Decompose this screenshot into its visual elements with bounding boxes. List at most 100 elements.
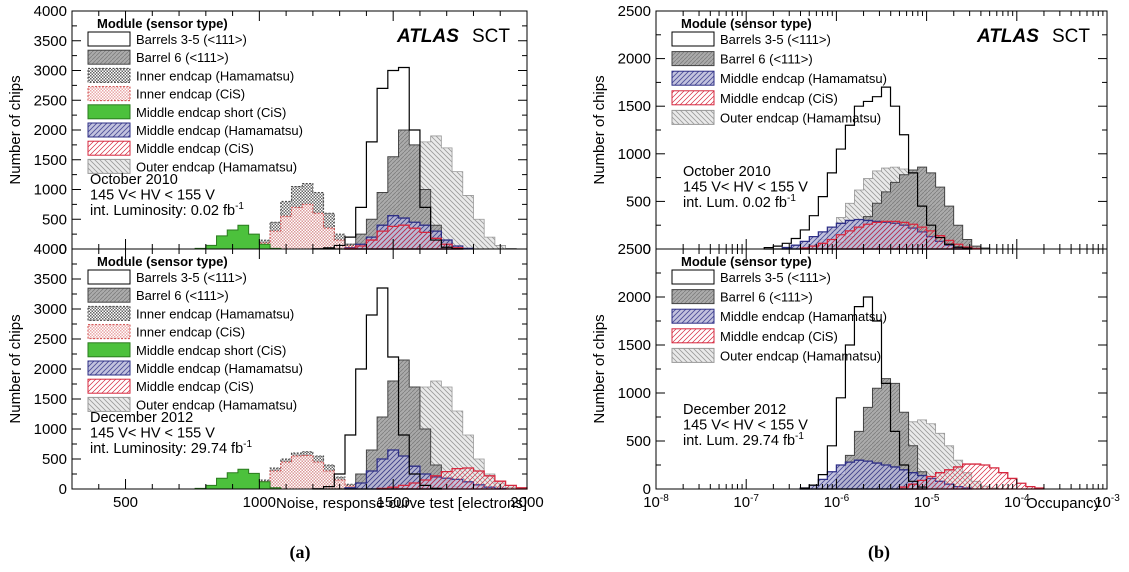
legend-entry: Middle endcap (CiS)	[136, 141, 254, 156]
sct-label: SCT	[1052, 26, 1090, 47]
legend-header: Module (sensor type)	[681, 16, 812, 31]
y-axis: 0 500 1000 1500 2000 2500 Number of chips	[591, 3, 1107, 258]
y-tick-label: 3000	[34, 63, 67, 80]
plot-area	[799, 296, 1045, 490]
legend-entry: Inner endcap (CiS)	[136, 325, 245, 340]
legend-swatch-middle_hamamatsu	[87, 122, 131, 138]
x-axis-label: Occupancy	[1026, 495, 1102, 512]
legend-swatch-middle_short_cis	[87, 104, 131, 120]
y-tick-label: 4000	[34, 3, 67, 20]
legend-swatch-middle_cis	[87, 140, 131, 156]
x-axis-label: Noise, response curve test [electrons]	[276, 495, 527, 512]
luminosity-label: int. Lum. 0.02 fb-1	[683, 193, 796, 211]
legend-swatch-middle_cis	[671, 90, 715, 106]
y-tick-label: 2500	[34, 92, 67, 109]
legend-swatch-outer_hamamatsu	[87, 158, 131, 174]
legend-entry: Inner endcap (Hamamatsu)	[136, 68, 294, 83]
sct-label: SCT	[472, 26, 510, 47]
plot-area	[194, 287, 528, 490]
y-tick-label: 1500	[618, 98, 651, 115]
plot-area	[194, 66, 517, 250]
y-tick-label: 0	[59, 241, 67, 258]
x-tick-label: 10-3	[1094, 493, 1120, 511]
x-axis	[655, 11, 1104, 249]
legend-swatch-barrel6	[87, 287, 131, 303]
x-tick-label: 500	[113, 494, 138, 511]
series-middle_cis	[376, 467, 528, 490]
info-line: October 2010	[90, 172, 178, 188]
y-tick-label: 1000	[34, 421, 67, 438]
legend-entry: Barrel 6 (<111>)	[720, 290, 813, 305]
legend-entry: Barrel 6 (<111>)	[720, 52, 813, 67]
info-line: 145 V< HV < 155 V	[683, 180, 808, 196]
legend-entry: Barrels 3-5 (<111>)	[720, 32, 831, 47]
info-line: 145 V< HV < 155 V	[683, 418, 808, 434]
legend-entry: Barrel 6 (<111>)	[136, 288, 229, 303]
legend: Module (sensor type)Barrels 3-5 (<111>) B…	[671, 254, 887, 363]
legend-swatch-outer_hamamatsu	[87, 396, 131, 412]
series-barrels35	[312, 66, 464, 250]
legend-entry: Middle endcap (CiS)	[136, 379, 254, 394]
legend-entry: Middle endcap (Hamamatsu)	[720, 309, 887, 324]
panel-a-bottom: 0 500 1000 1500 2000 2500 3000 3500 4000 Number o…	[7, 241, 544, 512]
legend-entry: Middle endcap short (CiS)	[136, 343, 286, 358]
y-tick-label: 2500	[618, 241, 651, 258]
series-barrels35	[799, 296, 928, 490]
legend-header: Module (sensor type)	[97, 254, 228, 269]
luminosity-label: int. Lum. 29.74 fb-1	[683, 431, 804, 449]
y-tick-label: 1000	[618, 146, 651, 163]
legend-entry: Outer endcap (Hamamatsu)	[136, 397, 297, 412]
legend-header: Module (sensor type)	[97, 16, 228, 31]
legend-swatch-middle_hamamatsu	[671, 70, 715, 86]
x-tick-label: 10-6	[824, 493, 850, 511]
legend-swatch-inner_cis	[87, 86, 131, 102]
legend-entry: Middle endcap (Hamamatsu)	[136, 361, 303, 376]
y-tick-label: 3500	[34, 33, 67, 50]
legend-entry: Middle endcap (Hamamatsu)	[136, 123, 303, 138]
y-tick-label: 2000	[34, 361, 67, 378]
info-line: December 2012	[683, 402, 786, 418]
atlas-label: ATLAS	[976, 26, 1039, 47]
legend-swatch-middle_cis	[671, 328, 715, 344]
y-tick-label: 3000	[34, 301, 67, 318]
legend-entry: Middle endcap (CiS)	[720, 91, 838, 106]
plot-area	[763, 86, 991, 250]
legend-header: Module (sensor type)	[681, 254, 812, 269]
x-axis	[98, 11, 501, 249]
legend-entry: Outer endcap (Hamamatsu)	[720, 110, 881, 125]
info-line: December 2012	[90, 410, 193, 426]
legend-entry: Barrels 3-5 (<111>)	[136, 32, 247, 47]
atlas-label: ATLAS	[396, 26, 459, 47]
legend: Module (sensor type)Barrels 3-5 (<111>) B…	[671, 16, 887, 125]
y-tick-label: 500	[626, 433, 651, 450]
y-tick-label: 0	[59, 481, 67, 498]
legend-swatch-barrel6	[87, 49, 131, 65]
info-line: 145 V< HV < 155 V	[90, 426, 215, 442]
luminosity-label: int. Luminosity: 0.02 fb-1	[90, 201, 244, 219]
legend-swatch-inner_cis	[87, 324, 131, 340]
legend-swatch-outer_hamamatsu	[671, 109, 715, 125]
y-tick-label: 500	[626, 193, 651, 210]
y-tick-label: 1500	[34, 391, 67, 408]
panel-a-top: 0 500 1000 1500 2000 2500 3000 3500 4000 Number o…	[7, 3, 528, 258]
y-tick-label: 3500	[34, 271, 67, 288]
legend-swatch-outer_hamamatsu	[671, 347, 715, 363]
info-line: 145 V< HV < 155 V	[90, 188, 215, 204]
y-axis-label: Number of chips	[591, 75, 608, 184]
legend-entry: Middle endcap short (CiS)	[136, 105, 286, 120]
y-tick-label: 500	[42, 211, 67, 228]
x-tick-label: 1000	[243, 494, 276, 511]
legend-swatch-barrels35	[87, 269, 131, 285]
legend-entry: Inner endcap (CiS)	[136, 87, 245, 102]
y-axis-label: Number of chips	[7, 314, 24, 423]
x-tick-label: 2000	[510, 494, 543, 511]
y-axis: 0 500 1000 1500 2000 2500 3000 3500 4000 Number o…	[7, 241, 527, 498]
y-tick-label: 0	[643, 241, 651, 258]
legend-entry: Barrels 3-5 (<111>)	[136, 270, 247, 285]
